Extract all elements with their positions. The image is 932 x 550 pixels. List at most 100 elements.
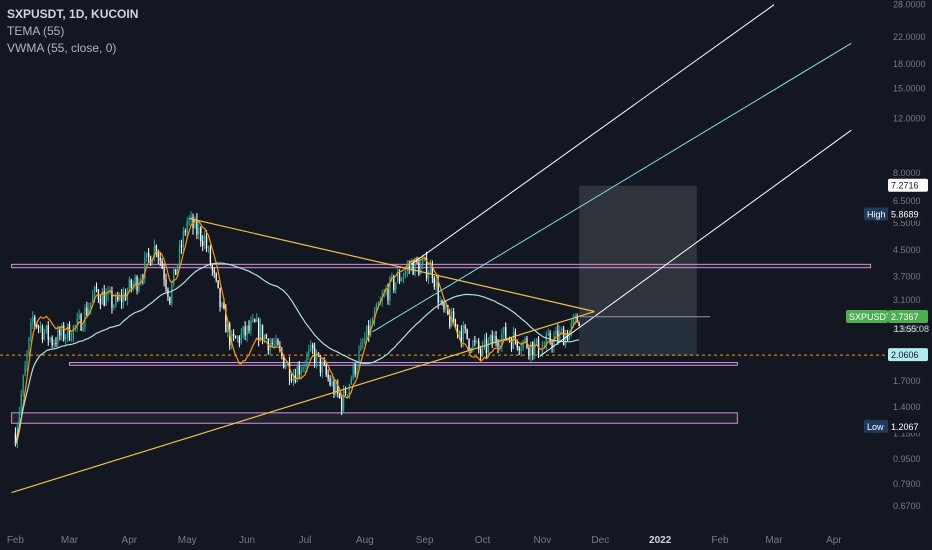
low-tag: Low — [864, 419, 888, 433]
candle-body — [41, 326, 44, 340]
candle — [491, 330, 493, 349]
target-area — [579, 185, 697, 317]
candle-body — [346, 394, 349, 396]
y-tick-label: 28.0000 — [893, 0, 926, 10]
candle — [202, 235, 204, 252]
candle-body — [277, 339, 279, 346]
candle-body — [28, 337, 30, 354]
candle-body — [238, 336, 241, 344]
candle — [313, 342, 316, 368]
candle — [340, 395, 343, 416]
candle-body — [180, 245, 183, 248]
candle-body — [458, 331, 461, 335]
high-tag-text: High — [867, 210, 886, 220]
candle — [236, 335, 239, 343]
candle-body — [217, 280, 219, 288]
candle — [248, 320, 250, 334]
candle — [431, 260, 434, 284]
candle — [147, 247, 150, 263]
candle-body — [485, 339, 488, 353]
candle — [186, 217, 188, 238]
candle-body — [516, 340, 518, 348]
candle — [344, 386, 347, 397]
candle — [91, 289, 94, 303]
candle — [217, 280, 219, 289]
candle-body — [209, 247, 212, 265]
candle — [144, 251, 146, 284]
x-tick-label: Jul — [299, 535, 312, 546]
candle-body — [146, 252, 148, 258]
candle-body — [402, 275, 405, 279]
trendline-upper — [189, 217, 595, 313]
indicator-tema[interactable]: TEMA (55) — [7, 24, 65, 38]
y-tick-label: 1.1500 — [893, 428, 921, 438]
candle-body — [39, 326, 42, 328]
candle — [360, 338, 362, 352]
chart-legend: SXPUSDT, 1D, KUCOIN TEMA (55) VWMA (55, … — [7, 6, 138, 57]
candle — [232, 329, 235, 342]
candle-body — [327, 374, 329, 379]
candle-body — [171, 284, 173, 304]
candle-body — [279, 345, 281, 350]
candle — [22, 374, 24, 397]
candle — [55, 336, 57, 348]
candle — [433, 276, 435, 290]
candle — [126, 287, 129, 306]
candle — [366, 325, 368, 340]
symbol-title[interactable]: SXPUSDT, 1D, KUCOIN — [7, 7, 139, 21]
candle-body — [313, 348, 316, 364]
candle — [198, 221, 200, 240]
candle-body — [173, 269, 175, 285]
candle-body — [151, 260, 154, 266]
candle — [298, 361, 300, 380]
candle-body — [132, 284, 134, 288]
low-tag-text: Low — [867, 422, 884, 432]
candle-body — [93, 286, 96, 296]
candle — [161, 257, 163, 270]
candle-body — [462, 325, 464, 343]
candle — [240, 328, 242, 345]
candle-body — [551, 342, 553, 348]
candle-body — [429, 264, 432, 274]
candle-body — [76, 318, 78, 326]
candle-body — [366, 325, 368, 339]
zone-1 — [11, 263, 872, 269]
candle-body — [505, 327, 507, 340]
candle-body — [176, 264, 179, 275]
candle-body — [483, 339, 486, 344]
candle-body — [358, 350, 360, 368]
candle — [28, 336, 30, 357]
candle-body — [435, 280, 437, 287]
low-value-tag: 1.2067 — [888, 419, 928, 433]
channel-mid-line — [372, 42, 852, 333]
candle-body — [184, 231, 186, 233]
candle-body — [140, 278, 142, 284]
vwma-line — [14, 262, 580, 445]
box-top-tag-text: 7.2716 — [891, 181, 919, 191]
candle-body — [474, 340, 476, 342]
candle-body — [541, 347, 544, 356]
candle — [474, 336, 476, 347]
indicator-vwma[interactable]: VWMA (55, close, 0) — [7, 41, 117, 55]
candle-body — [24, 365, 26, 376]
candle — [294, 368, 296, 384]
x-tick-label: Mar — [61, 535, 79, 546]
candle — [427, 269, 430, 285]
candle — [215, 272, 217, 283]
candle — [111, 286, 113, 314]
candle-body — [30, 322, 32, 338]
candle — [325, 361, 327, 378]
candle-body — [310, 344, 312, 350]
candle-body — [412, 261, 414, 275]
candle-body — [22, 375, 24, 395]
candle-body — [524, 338, 526, 341]
candle — [43, 328, 46, 341]
candle-body — [265, 335, 268, 339]
candle — [128, 276, 130, 293]
candle — [354, 362, 356, 378]
candle-body — [82, 327, 84, 331]
candle-body — [59, 329, 61, 336]
y-tick-label: 0.6700 — [893, 501, 921, 511]
candle-body — [159, 257, 161, 261]
